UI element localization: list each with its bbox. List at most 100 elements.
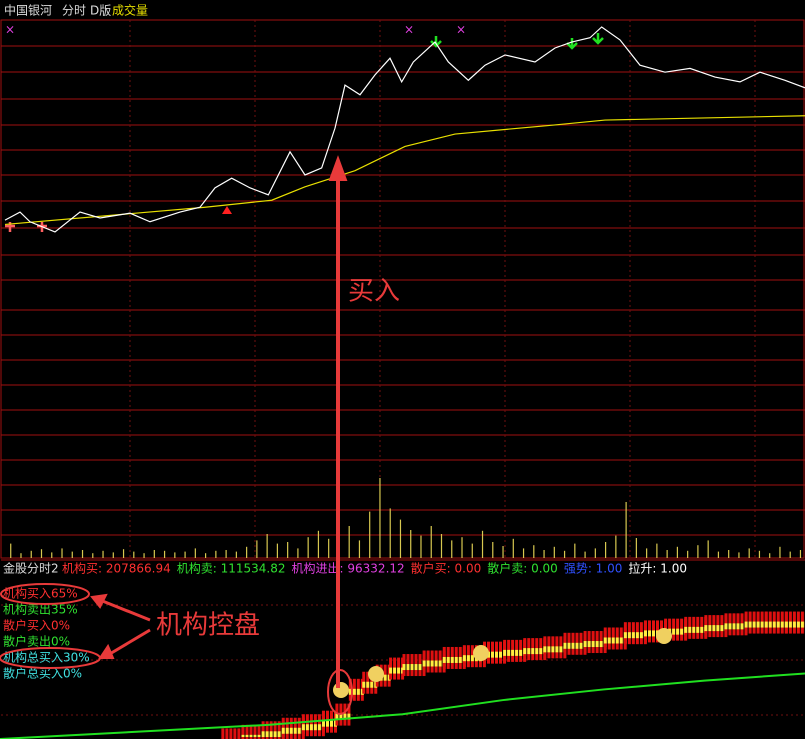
volume-bar	[71, 551, 73, 558]
buy-inner	[466, 655, 470, 662]
buy-inner	[591, 641, 595, 648]
buy-inner	[253, 734, 257, 737]
volume-bar	[163, 550, 166, 558]
buy-inner	[535, 648, 539, 655]
buy-inner	[269, 731, 273, 737]
buy-inner	[748, 621, 752, 628]
buy-top	[265, 721, 269, 739]
svg-text:×: ×	[404, 23, 414, 37]
volume-bar	[574, 543, 576, 558]
volume-bar	[410, 530, 412, 558]
buy-inner	[700, 626, 704, 633]
volume-bar	[61, 548, 63, 558]
buy-top	[245, 724, 249, 739]
buy-inner	[362, 681, 366, 688]
stock-name: 中国银河	[4, 3, 52, 18]
buy-inner	[397, 667, 401, 674]
buy-inner	[672, 628, 676, 635]
buy-inner	[680, 628, 684, 635]
volume-bar	[307, 537, 309, 558]
indicator-legend: 机构卖出35%	[3, 602, 78, 617]
buy-inner	[249, 734, 253, 737]
buy-inner	[712, 625, 716, 632]
buy-inner	[696, 626, 700, 633]
buy-inner	[281, 727, 285, 734]
buy-top	[253, 724, 257, 739]
volume-bar	[769, 553, 771, 558]
volume-bar	[584, 551, 586, 558]
buy-inner	[352, 688, 356, 695]
indicator-stat: 散户买: 0.00	[411, 561, 482, 576]
buy-inner	[635, 632, 639, 639]
volume-bar	[369, 511, 371, 558]
volume-bar	[266, 534, 268, 558]
volume-bar	[20, 553, 22, 558]
buy-inner	[611, 637, 615, 644]
buy-top	[269, 721, 273, 739]
buy-inner	[339, 713, 343, 720]
volume-bar	[789, 551, 791, 558]
buy-inner	[595, 641, 599, 648]
buy-inner	[583, 641, 587, 648]
buy-inner	[732, 623, 736, 630]
volume-bar	[707, 540, 709, 558]
buy-inner	[555, 646, 559, 653]
buy-inner	[567, 642, 571, 649]
buy-inner	[768, 621, 772, 628]
buy-inner	[426, 660, 430, 667]
buy-inner	[366, 681, 370, 688]
buy-inner	[245, 734, 249, 737]
indicator-stat: 机构买: 207866.94	[62, 561, 171, 576]
buy-inner	[414, 664, 418, 671]
buy-inner	[305, 724, 309, 731]
indicator-title: 金股分时2	[3, 561, 59, 576]
buy-inner	[389, 667, 393, 674]
buy-inner	[285, 727, 289, 734]
buy-inner	[418, 664, 422, 671]
buy-top	[241, 724, 245, 739]
buy-inner	[326, 720, 329, 727]
volume-bar	[461, 537, 463, 558]
volume-bar	[256, 540, 258, 558]
buy-inner	[728, 623, 732, 630]
smileys	[333, 628, 672, 698]
buy-inner	[356, 688, 360, 695]
buy-inner	[776, 621, 780, 628]
buy-inner	[796, 621, 800, 628]
volume-bar	[717, 551, 720, 558]
volume-bar	[287, 542, 289, 558]
volume-bar	[143, 553, 145, 558]
volume-bar	[440, 534, 443, 558]
buy-inner	[736, 623, 740, 630]
buy-inner	[523, 648, 527, 655]
buy-inner	[503, 649, 507, 656]
buy-inner	[563, 642, 567, 649]
buy-inner	[551, 646, 555, 653]
buy-inner	[507, 649, 511, 656]
volume-bar	[605, 542, 607, 558]
volume-bar	[51, 552, 53, 558]
average-line	[4, 115, 805, 226]
volume-bar	[235, 551, 237, 558]
buy-inner	[458, 656, 462, 663]
volume-bar	[276, 543, 278, 558]
volume-bar	[102, 550, 104, 558]
volume-bar	[122, 549, 125, 558]
buy-inner	[289, 727, 293, 734]
buy-inner	[579, 642, 583, 649]
annotation-shapes	[0, 155, 353, 715]
buy-inner	[402, 664, 406, 671]
volume-bar	[246, 546, 248, 558]
buy-inner	[619, 637, 623, 644]
buy-inner	[547, 646, 551, 653]
buy-inner	[335, 713, 339, 720]
buy-inner	[676, 628, 680, 635]
buy-inner	[764, 621, 768, 628]
buy-inner	[760, 621, 764, 628]
buy-inner	[784, 621, 788, 628]
buy-inner	[571, 642, 575, 649]
buy-inner	[241, 734, 245, 737]
buy-inner	[684, 626, 688, 633]
volume-bar	[748, 548, 750, 558]
